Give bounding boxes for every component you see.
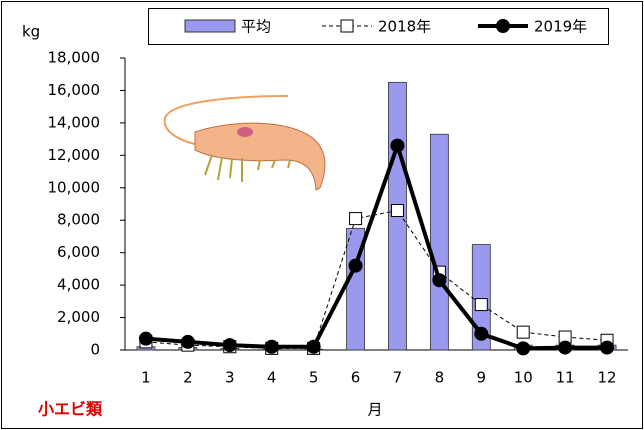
marker bbox=[340, 19, 354, 33]
x-tick-label: 1 bbox=[141, 369, 151, 387]
y-tick-label: 12,000 bbox=[48, 146, 101, 164]
x-axis-label: 月 bbox=[367, 401, 382, 419]
x-tick-label: 2 bbox=[183, 369, 193, 387]
y-tick-label: 10,000 bbox=[48, 178, 101, 196]
bar bbox=[429, 133, 449, 351]
line bbox=[145, 209, 608, 349]
marker bbox=[516, 325, 530, 339]
annotation: 小エビ類 bbox=[38, 400, 103, 419]
y-tick-label: 4,000 bbox=[57, 276, 100, 294]
marker bbox=[138, 331, 153, 346]
marker bbox=[222, 338, 237, 353]
marker bbox=[390, 203, 404, 217]
marker bbox=[349, 212, 363, 226]
x-tick-label: 4 bbox=[267, 369, 277, 387]
y-tick-label: 0 bbox=[90, 341, 100, 359]
legend-label: 2018年 bbox=[378, 18, 431, 36]
marker bbox=[264, 339, 279, 354]
marker bbox=[496, 19, 510, 33]
x-tick-label: 6 bbox=[351, 369, 361, 387]
marker bbox=[348, 258, 363, 273]
x-tick-label: 3 bbox=[225, 369, 235, 387]
x-tick-label: 5 bbox=[309, 369, 319, 387]
x-tick-label: 8 bbox=[435, 369, 445, 387]
marker bbox=[558, 340, 573, 355]
y-tick-label: 8,000 bbox=[57, 211, 100, 229]
y-tick-label: 18,000 bbox=[48, 49, 101, 67]
y-tick-label: 2,000 bbox=[57, 308, 100, 326]
legend-label: 平均 bbox=[241, 18, 271, 36]
shrimp-illustration bbox=[163, 95, 326, 191]
marker bbox=[474, 326, 489, 341]
legend-swatch bbox=[184, 19, 236, 33]
y-tick-label: 16,000 bbox=[48, 81, 101, 99]
marker bbox=[306, 339, 321, 354]
marker bbox=[180, 334, 195, 349]
x-tick-label: 12 bbox=[597, 369, 616, 387]
legend-label: 2019年 bbox=[534, 18, 587, 36]
marker bbox=[516, 341, 531, 356]
x-tick-label: 9 bbox=[477, 369, 487, 387]
y-tick-label: 6,000 bbox=[57, 243, 100, 261]
marker bbox=[474, 298, 488, 312]
y-tick-label: 14,000 bbox=[48, 113, 101, 131]
marker bbox=[390, 138, 405, 153]
marker bbox=[600, 340, 615, 355]
x-tick-label: 7 bbox=[393, 369, 403, 387]
x-tick-label: 10 bbox=[514, 369, 533, 387]
marker bbox=[432, 273, 447, 288]
y-axis-label: kg bbox=[22, 23, 40, 41]
x-tick-label: 11 bbox=[556, 369, 575, 387]
